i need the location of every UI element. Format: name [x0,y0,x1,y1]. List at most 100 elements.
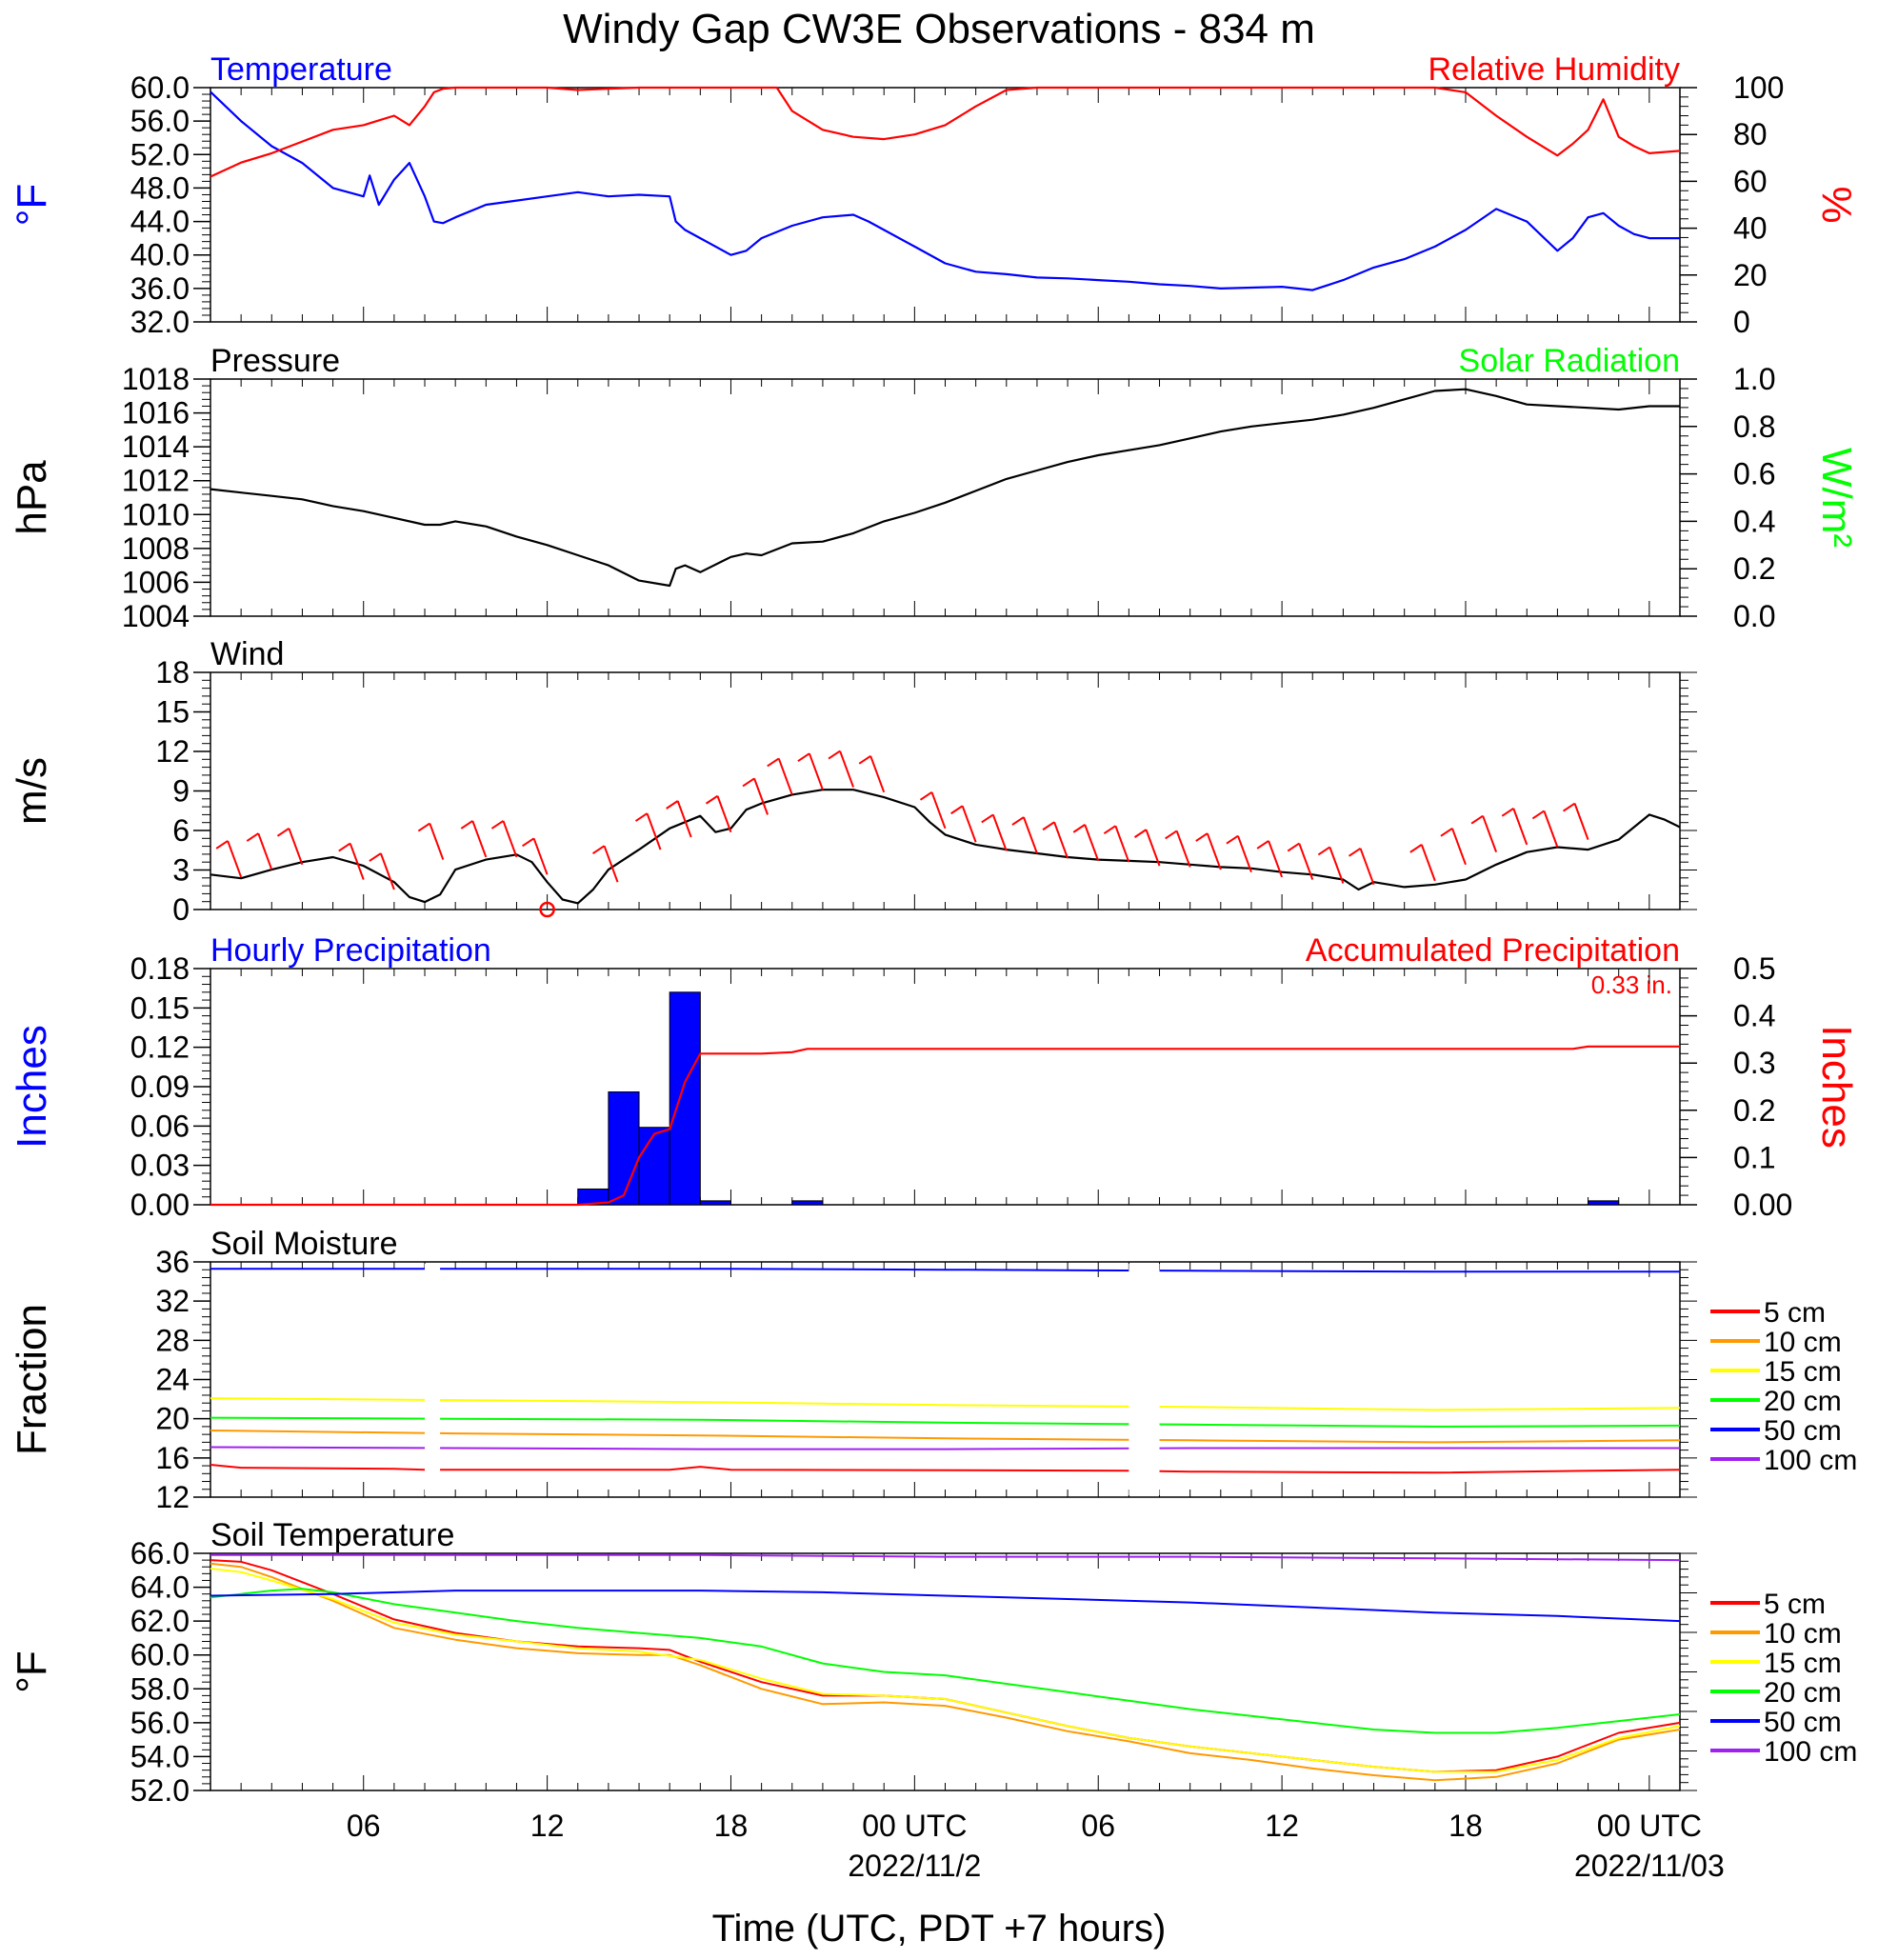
wind-barb [634,812,662,850]
panel-6: Soil Temperature 52.054.056.058.060.062.0… [9,1517,1857,1808]
y-tick-label: 1004 [122,599,190,633]
legend-label: 100 cm [1764,1445,1857,1476]
y-axis-label-right: Inches [1813,1025,1860,1149]
y-right-tick-label: 0.6 [1733,457,1775,491]
series-line-50-cm [210,1590,1681,1623]
legend-label: 15 cm [1764,1356,1842,1388]
y-tick-label: 12 [155,734,190,769]
wind-barb [1165,830,1191,868]
y-tick-label: 48.0 [130,170,190,205]
legend-label: 5 cm [1764,1297,1826,1329]
y-right-tick-label: 0.00 [1733,1188,1792,1222]
y-tick-label: 40.0 [130,238,190,272]
wind-barb [369,852,395,890]
wind-barb [215,840,243,878]
y-right-tick-label: 20 [1733,258,1768,292]
y-tick-label: 36 [155,1245,190,1279]
x-tick-label: 12 [530,1809,565,1843]
x-tick-label: 18 [714,1809,749,1843]
figure-title: Windy Gap CW3E Observations - 834 m [563,6,1315,52]
y-tick-label: 9 [172,774,190,809]
y-tick-label: 18 [155,655,190,690]
legend-label: 50 cm [1764,1707,1842,1738]
x-tick-label: 12 [1265,1809,1299,1843]
y-right-tick-label: 100 [1733,70,1784,105]
wind-barb [1072,824,1100,862]
y-tick-label: 32 [155,1284,190,1318]
data-gap [425,1264,441,1495]
y-tick-label: 3 [172,853,190,888]
panel-2: Pressure Solar Radiation10041006100810101… [9,343,1860,633]
y-tick-label: 1010 [122,497,190,531]
y-tick-label: 52.0 [130,1773,190,1808]
precip-bar [608,1091,640,1206]
wind-barb [276,827,304,866]
series-line-50-cm [210,1268,1680,1273]
y-tick-label: 58.0 [130,1671,190,1706]
legend-label: 10 cm [1764,1618,1842,1650]
wind-barb [417,822,445,860]
y-right-tick-label: 0.4 [1733,504,1775,538]
y-tick-label: 36.0 [130,271,190,306]
wind-barb [490,820,518,858]
y-tick-label: 0 [172,892,190,927]
data-gap [1129,1264,1160,1495]
panel-title-right: Relative Humidity [1428,51,1680,88]
x-tick-label: 06 [347,1809,381,1843]
y-right-tick-label: 0.2 [1733,551,1775,586]
y-tick-label: 1012 [122,464,190,498]
legend-label: 20 cm [1764,1677,1842,1709]
y-tick-label: 66.0 [130,1536,190,1570]
y-right-tick-label: 1.0 [1733,362,1775,396]
y-tick-label: 60.0 [130,1638,190,1672]
y-tick-label: 1014 [122,430,190,464]
y-tick-label: 44.0 [130,205,190,239]
wind-barb [338,842,365,880]
y-tick-label: 1006 [122,565,190,599]
x-tick-label: 00 UTC [862,1809,967,1843]
y-tick-label: 1018 [122,362,190,396]
y-right-tick-label: 0.4 [1733,999,1775,1033]
y-axis-label: Inches [9,1025,55,1149]
wind-barb [1287,842,1314,880]
wind-barb [1470,814,1498,853]
series-line-100-cm [210,1553,1681,1562]
x-tick-label: 18 [1448,1809,1483,1843]
wind-barb [1103,825,1130,863]
series-line-5-cm [210,1464,1681,1474]
y-right-tick-label: 0.5 [1733,951,1775,986]
wind-barb [246,832,273,870]
precip-bar [699,1200,731,1206]
series-line-100-cm [210,1446,1680,1450]
y-tick-label: 16 [155,1441,190,1475]
y-right-tick-label: 0 [1733,305,1750,339]
series-line-pressure [210,388,1680,588]
y-right-tick-label: 0.8 [1733,410,1775,444]
wind-barb [858,754,886,793]
precip-bar [1588,1200,1620,1206]
legend-label: 50 cm [1764,1415,1842,1447]
y-right-tick-label: 80 [1733,117,1768,151]
y-tick-label: 60.0 [130,70,190,105]
y-tick-label: 1008 [122,531,190,566]
calm-wind-marker [539,901,555,918]
series-line-15-cm [210,1397,1681,1411]
series-line-relative-humidity [210,86,1681,178]
accumulated-total-label: 0.33 in. [1591,970,1672,999]
wind-barb [919,790,947,830]
wind-barb [460,820,488,858]
wind-barb [1133,829,1161,867]
legend-label: 15 cm [1764,1648,1842,1679]
panel-title-left: Soil Moisture [210,1226,398,1262]
y-tick-label: 0.03 [130,1149,190,1183]
y-tick-label: 56.0 [130,1706,190,1740]
wind-barb [797,752,824,790]
y-tick-label: 20 [155,1402,190,1436]
wind-barb [1256,840,1284,878]
legend-label: 20 cm [1764,1386,1842,1417]
y-tick-label: 52.0 [130,137,190,171]
